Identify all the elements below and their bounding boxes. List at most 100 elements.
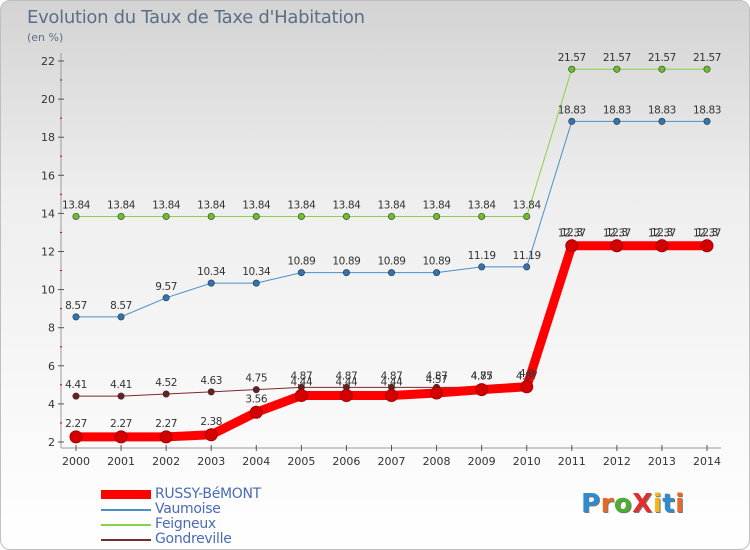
y-tick-label: 12: [41, 246, 55, 259]
data-point: [433, 212, 441, 220]
data-point: [207, 388, 215, 396]
data-point: [565, 239, 579, 253]
data-label: 4.87: [381, 370, 403, 382]
data-point: [204, 428, 218, 442]
x-tick-label: 2009: [468, 455, 496, 468]
x-tick-label: 2014: [693, 455, 721, 468]
data-point: [339, 389, 353, 403]
data-label: 4.75: [471, 371, 493, 383]
x-tick-label: 2006: [332, 455, 360, 468]
legend-item: Gondreville: [101, 532, 341, 547]
data-label: 12.37: [558, 227, 586, 239]
data-label: 4.9: [519, 368, 535, 380]
data-label: 13.84: [152, 199, 181, 211]
data-label: 21.57: [693, 52, 721, 64]
logo-letter: r: [600, 489, 614, 519]
data-label: 2.38: [200, 416, 222, 428]
data-point: [117, 212, 125, 220]
data-point: [72, 212, 80, 220]
data-label: 13.84: [423, 199, 452, 211]
data-label: 12.3: [651, 227, 673, 239]
data-label: 2.27: [65, 418, 87, 430]
legend-label: Vaumoise: [155, 501, 221, 517]
data-label: 4.41: [110, 379, 132, 391]
x-tick-label: 2001: [107, 455, 135, 468]
data-point: [385, 389, 398, 403]
data-label: 10.89: [332, 256, 360, 268]
data-point: [72, 313, 80, 321]
y-tick-label: 10: [41, 284, 55, 297]
data-point: [430, 386, 444, 400]
data-label: 13.84: [513, 199, 542, 211]
logo-letter: t: [662, 489, 676, 519]
data-point: [478, 263, 486, 271]
logo-letter: P: [581, 489, 601, 519]
data-point: [117, 313, 125, 321]
data-label: 13.84: [332, 199, 361, 211]
x-tick-label: 2012: [603, 455, 631, 468]
x-tick-label: 2000: [62, 455, 90, 468]
data-label: 4.57: [426, 374, 448, 386]
chart-axes: 2 4 6 8 10 12 14 16 18 20 22 2000 2001 2002 2003 2004 20…: [41, 53, 721, 468]
data-point: [655, 239, 669, 253]
x-tick-label: 2004: [242, 455, 270, 468]
data-point: [162, 212, 170, 220]
data-point: [207, 212, 215, 220]
legend-swatch: [101, 539, 151, 541]
data-point: [117, 392, 125, 400]
data-label: 4.75: [245, 373, 267, 385]
data-label: 18.83: [648, 104, 676, 116]
data-label: 21.57: [603, 52, 631, 64]
data-point: [433, 269, 441, 277]
chart-data-labels: 2.27 2.27 2.27 2.38 3.56 4.44 4.44 4.44 4.57 4.75…: [62, 52, 721, 430]
data-point: [297, 269, 305, 277]
data-point: [249, 405, 263, 419]
data-point: [159, 430, 173, 444]
data-label: 10.89: [423, 256, 451, 268]
data-point: [342, 269, 350, 277]
data-point: [297, 212, 305, 220]
data-label: 8.57: [110, 300, 132, 312]
data-label: 4.87: [471, 370, 493, 382]
data-label: 21.57: [648, 52, 676, 64]
data-point: [523, 212, 531, 220]
x-tick-label: 2010: [513, 455, 541, 468]
legend-item: RUSSY-BéMONT: [101, 487, 341, 502]
data-point: [568, 65, 576, 73]
x-tick-label: 2013: [648, 455, 676, 468]
data-label: 12.37: [648, 227, 676, 239]
data-point: [252, 212, 260, 220]
data-label: 12.3: [606, 227, 628, 239]
data-label: 11.19: [513, 250, 541, 262]
y-tick-label: 20: [41, 93, 55, 106]
legend-swatch: [101, 509, 151, 511]
proxiti-logo: ProXiti: [581, 489, 685, 519]
y-tick-label: 2: [48, 436, 55, 449]
y-tick-label: 4: [48, 398, 55, 411]
data-point: [387, 212, 395, 220]
data-label: 10.89: [377, 256, 405, 268]
data-label: 12.37: [603, 227, 631, 239]
data-label: 4.63: [200, 375, 222, 387]
data-label: 9.57: [155, 281, 177, 293]
y-tick-label: 16: [41, 169, 55, 182]
data-point: [387, 269, 395, 277]
data-label: 18.83: [558, 104, 586, 116]
data-label: 21.57: [558, 52, 586, 64]
data-label: 13.84: [377, 199, 406, 211]
legend-item: Vaumoise: [101, 502, 341, 517]
data-point: [703, 117, 711, 125]
legend-swatch: [101, 490, 151, 499]
logo-letter: o: [613, 489, 633, 519]
data-label: 13.84: [468, 199, 497, 211]
legend-swatch: [101, 524, 151, 526]
data-point: [658, 65, 666, 73]
data-label: 13.84: [287, 199, 316, 211]
data-label: 2.27: [155, 418, 177, 430]
legend-item: Feigneux: [101, 517, 341, 532]
data-label: 8.57: [65, 300, 87, 312]
data-point: [523, 263, 531, 271]
data-label: 13.84: [197, 199, 226, 211]
logo-letter: X: [632, 489, 653, 519]
